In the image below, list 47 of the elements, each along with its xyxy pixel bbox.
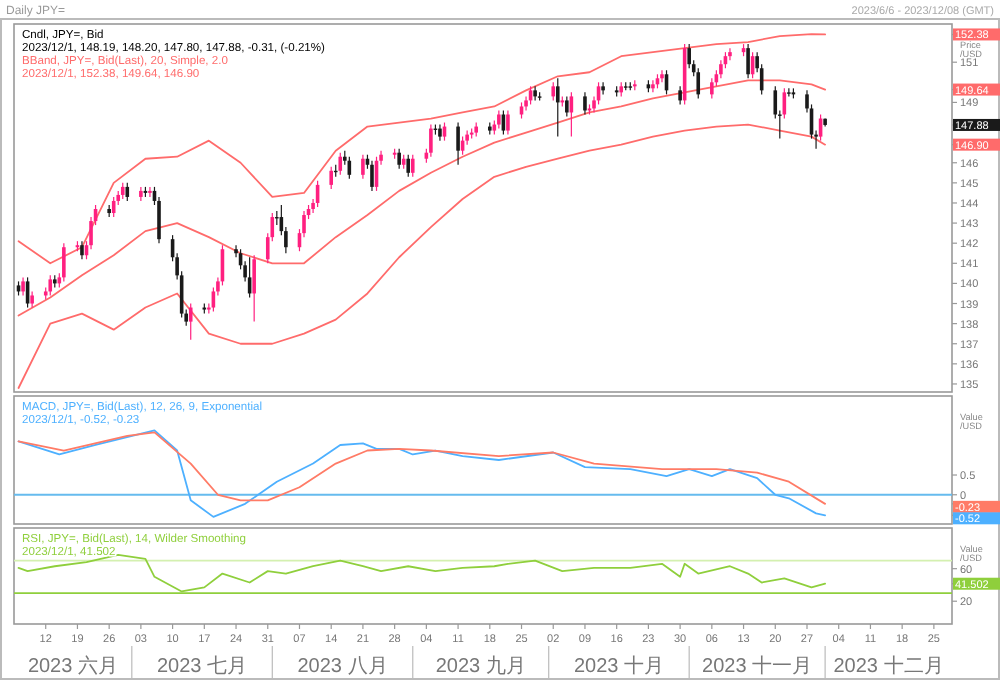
candlestick xyxy=(48,274,53,297)
text: 2023 六月 xyxy=(27,654,118,678)
candlestick xyxy=(678,85,682,106)
candlestick xyxy=(746,43,750,79)
candlestick xyxy=(125,182,130,202)
candlestick xyxy=(551,81,556,102)
candlestick xyxy=(397,148,401,170)
text: 2023 九月 xyxy=(435,654,526,678)
line-series xyxy=(17,431,827,505)
candlestick xyxy=(687,43,691,69)
text: 2023 八月 xyxy=(297,656,388,678)
candlestick xyxy=(555,77,560,138)
candlestick xyxy=(338,152,343,176)
candlestick xyxy=(62,242,66,282)
candlestick xyxy=(787,87,791,97)
candlestick xyxy=(651,79,655,93)
candlestick xyxy=(456,121,460,166)
text: 2023 十月 xyxy=(573,654,664,678)
candlestick xyxy=(710,77,714,99)
candlestick xyxy=(696,67,701,99)
candlestick xyxy=(139,186,143,202)
line-series xyxy=(17,429,827,518)
candlestick xyxy=(21,276,25,297)
candlestick xyxy=(80,240,84,260)
candlestick xyxy=(601,81,605,95)
text: 2023 十一月 xyxy=(702,654,813,678)
candlestick xyxy=(406,154,411,178)
candlestick xyxy=(728,47,732,61)
candlestick xyxy=(660,69,664,83)
candlestick xyxy=(252,254,256,323)
candlestick xyxy=(329,166,333,190)
candlestick xyxy=(188,302,193,341)
candlestick xyxy=(719,59,723,79)
candlestick xyxy=(497,109,501,130)
text: 2023 七月 xyxy=(157,654,248,678)
candlestick xyxy=(533,85,537,102)
line-series xyxy=(17,33,827,265)
candlestick xyxy=(565,95,569,118)
candlestick xyxy=(583,91,587,116)
candlestick xyxy=(361,154,365,180)
candlestick xyxy=(370,160,374,192)
candlestick xyxy=(410,154,415,178)
line-series xyxy=(17,79,827,317)
candlestick xyxy=(148,186,152,198)
candlestick xyxy=(506,109,510,136)
text: 2023 十二月 xyxy=(833,654,944,678)
candlestick xyxy=(429,123,433,158)
